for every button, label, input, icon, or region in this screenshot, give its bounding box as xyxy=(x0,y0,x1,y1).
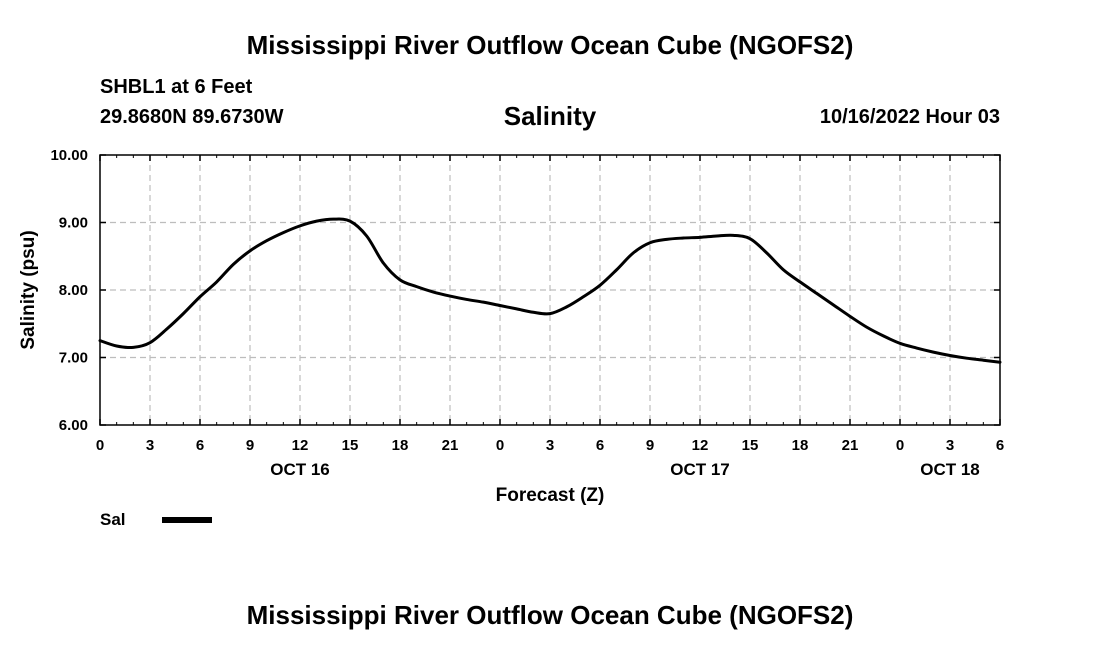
x-axis-label: Forecast (Z) xyxy=(496,485,605,506)
x-tick-label: 3 xyxy=(546,437,554,454)
tick-labels: 0 3 6 9 12 15 18 21 0 3 6 9 12 15 18 21 0 3 6 6.00 7.00 8.00 9… xyxy=(50,147,1004,479)
x-tick-label: 6 xyxy=(996,437,1004,454)
y-axis-label: Salinity (psu) xyxy=(18,230,39,349)
x-tick-label: 3 xyxy=(946,437,954,454)
footer-title: Mississippi River Outflow Ocean Cube (NG… xyxy=(246,600,854,630)
y-tick-label: 6.00 xyxy=(59,417,88,434)
date-label: OCT 16 xyxy=(270,460,330,479)
x-tick-label: 18 xyxy=(792,437,809,454)
y-tick-label: 9.00 xyxy=(59,215,88,232)
x-tick-label: 12 xyxy=(692,437,709,454)
y-tick-label: 10.00 xyxy=(50,147,88,164)
coordinates-label: 29.8680N 89.6730W xyxy=(100,106,284,128)
x-tick-label: 21 xyxy=(442,437,459,454)
series-layer xyxy=(98,217,1002,364)
forecast-timestamp: 10/16/2022 Hour 03 xyxy=(819,106,1000,128)
chart-title: Salinity xyxy=(503,101,597,131)
main-title: Mississippi River Outflow Ocean Cube (NG… xyxy=(246,30,854,60)
x-tick-label: 18 xyxy=(392,437,409,454)
date-label: OCT 17 xyxy=(670,460,730,479)
axis-ticks xyxy=(99,154,1001,426)
legend-swatch xyxy=(162,517,212,523)
x-tick-label: 21 xyxy=(842,437,859,454)
legend-label: Sal xyxy=(100,510,126,529)
x-tick-label: 12 xyxy=(292,437,309,454)
x-tick-label: 3 xyxy=(146,437,154,454)
date-label: OCT 18 xyxy=(920,460,980,479)
x-tick-label: 0 xyxy=(96,437,104,454)
station-label: SHBL1 at 6 Feet xyxy=(100,76,253,98)
y-tick-label: 8.00 xyxy=(59,282,88,299)
x-tick-label: 15 xyxy=(342,437,359,454)
series-line-sal xyxy=(98,217,1002,364)
x-tick-label: 9 xyxy=(246,437,254,454)
y-tick-label: 7.00 xyxy=(59,350,88,367)
x-tick-label: 0 xyxy=(896,437,904,454)
x-tick-label: 6 xyxy=(196,437,204,454)
x-tick-label: 9 xyxy=(646,437,654,454)
x-tick-label: 6 xyxy=(596,437,604,454)
x-tick-label: 15 xyxy=(742,437,759,454)
x-tick-label: 0 xyxy=(496,437,504,454)
grid xyxy=(100,155,1000,425)
